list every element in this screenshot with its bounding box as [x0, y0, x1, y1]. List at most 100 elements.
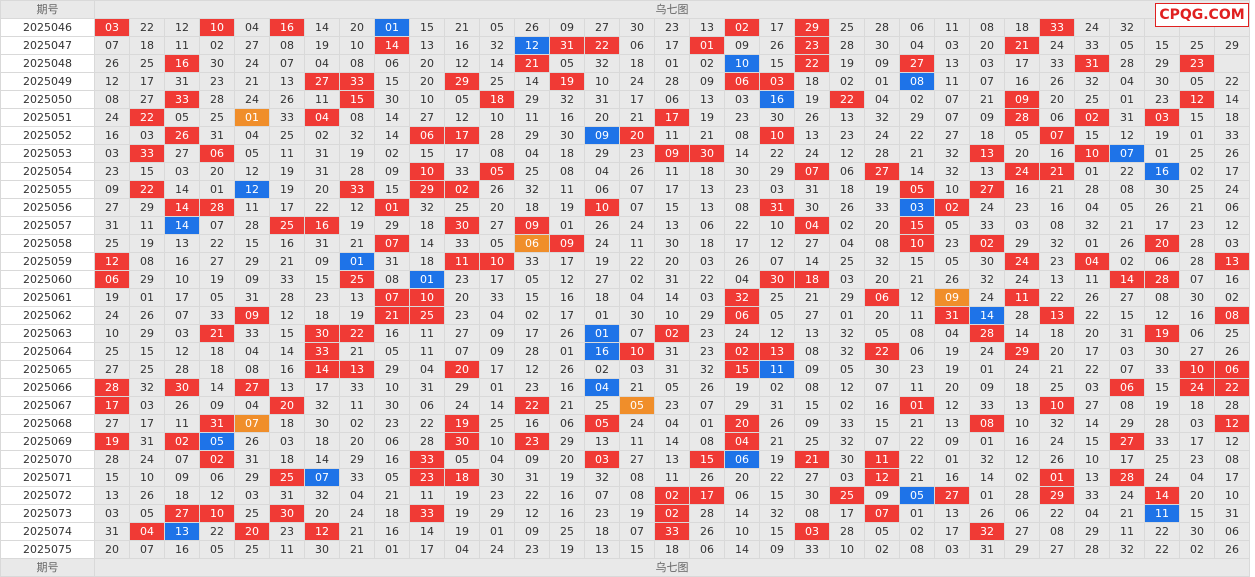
- number-cell: 02: [654, 504, 690, 523]
- number-cell: 11: [934, 72, 970, 91]
- number-cell: 21: [514, 54, 550, 73]
- number-cell: 25: [829, 486, 865, 505]
- number-cell: 02: [514, 306, 550, 325]
- number-cell: 06: [689, 540, 725, 559]
- number-cell: 17: [514, 324, 550, 343]
- number-cell: 17: [934, 522, 970, 541]
- number-cell: 24: [1214, 180, 1250, 199]
- number-cell: 07: [374, 288, 410, 307]
- number-cell: 30: [619, 18, 655, 37]
- number-cell: 33: [1144, 360, 1180, 379]
- number-cell: 32: [304, 486, 340, 505]
- number-cell: 19: [444, 504, 480, 523]
- table-row: 2025062 24 26 07 33 09 12 18 19 21 25 23 04 02 17 01 30 1…: [0, 306, 1250, 325]
- number-cell: 06: [409, 396, 445, 415]
- number-cell: 18: [374, 504, 410, 523]
- number-cell: 11: [1004, 288, 1040, 307]
- number-cell: 31: [654, 342, 690, 361]
- issue-number: 2025072: [0, 486, 95, 505]
- number-cell: 26: [164, 396, 200, 415]
- number-cell: 28: [1004, 306, 1040, 325]
- number-cell: 23: [94, 162, 130, 181]
- number-cell: 03: [94, 144, 130, 163]
- table-row: 2025057 31 11 14 07 28 25 16 19 29 18 30 27 09 01 26 24 1…: [0, 216, 1250, 235]
- number-cell: 12: [94, 72, 130, 91]
- number-cell: 26: [969, 504, 1005, 523]
- number-cell: 29: [444, 72, 480, 91]
- number-cell: 07: [1109, 144, 1145, 163]
- number-cell: 23: [934, 234, 970, 253]
- number-cell: 08: [339, 108, 375, 127]
- number-cell: 16: [444, 36, 480, 55]
- issue-number: 2025049: [0, 72, 95, 91]
- number-cell: 23: [304, 288, 340, 307]
- number-cell: 13: [794, 324, 830, 343]
- number-cell: 09: [724, 36, 760, 55]
- number-cell: 23: [689, 324, 725, 343]
- number-cell: 33: [339, 378, 375, 397]
- number-cell: 05: [199, 288, 235, 307]
- number-cell: 02: [829, 72, 865, 91]
- number-cell: 31: [409, 378, 445, 397]
- number-cell: 19: [829, 54, 865, 73]
- number-cell: 15: [619, 540, 655, 559]
- number-cell: 16: [1179, 306, 1215, 325]
- number-cell: 02: [759, 378, 795, 397]
- number-cell: 11: [619, 432, 655, 451]
- number-cell: 15: [724, 360, 760, 379]
- number-cell: 08: [619, 486, 655, 505]
- number-cell: 02: [724, 342, 760, 361]
- number-cell: 21: [1109, 216, 1145, 235]
- number-cell: 13: [1004, 396, 1040, 415]
- number-cell: 32: [1039, 234, 1075, 253]
- number-cell: 31: [549, 36, 585, 55]
- number-cell: 13: [934, 504, 970, 523]
- number-cell: 17: [549, 252, 585, 271]
- number-cell: 02: [199, 36, 235, 55]
- number-cell: 19: [724, 378, 760, 397]
- number-cell: 31: [654, 360, 690, 379]
- number-cell: 11: [549, 180, 585, 199]
- number-cell: 06: [549, 414, 585, 433]
- number-cell: 20: [549, 450, 585, 469]
- number-cell: 22: [1074, 360, 1110, 379]
- number-cell: 07: [969, 72, 1005, 91]
- number-cell: 30: [829, 450, 865, 469]
- number-cell: 33: [829, 414, 865, 433]
- number-cell: 26: [829, 198, 865, 217]
- number-cell: 01: [969, 486, 1005, 505]
- number-cell: 03: [584, 450, 620, 469]
- number-cell: 15: [759, 486, 795, 505]
- number-cell: 22: [1039, 504, 1075, 523]
- number-cell: 12: [1179, 90, 1215, 109]
- number-cell: 25: [549, 522, 585, 541]
- number-cell: 28: [199, 198, 235, 217]
- number-cell: 02: [829, 216, 865, 235]
- number-cell: 30: [794, 198, 830, 217]
- number-cell: 20: [409, 72, 445, 91]
- number-cell: 25: [269, 216, 305, 235]
- number-cell: 24: [339, 504, 375, 523]
- number-cell: 14: [1074, 414, 1110, 433]
- number-cell: 19: [549, 72, 585, 91]
- number-cell: 19: [129, 234, 165, 253]
- number-cell: 33: [479, 288, 515, 307]
- number-cell: 32: [479, 36, 515, 55]
- number-cell: 23: [1179, 450, 1215, 469]
- number-cell: 19: [444, 414, 480, 433]
- issue-number: 2025063: [0, 324, 95, 343]
- number-cell: 30: [549, 126, 585, 145]
- number-cell: 05: [479, 234, 515, 253]
- number-cell: 02: [1179, 162, 1215, 181]
- number-cell: 16: [269, 234, 305, 253]
- number-cell: 17: [94, 396, 130, 415]
- issue-number: 2025054: [0, 162, 95, 181]
- number-cell: 19: [339, 216, 375, 235]
- number-cell: 16: [269, 18, 305, 37]
- number-cell: 04: [584, 378, 620, 397]
- number-cell: 09: [374, 162, 410, 181]
- number-cell: 30: [1144, 180, 1180, 199]
- table-row: 2025060 06 29 10 19 09 33 15 25 08 01 23 17 05 12 27 02 3…: [0, 270, 1250, 289]
- issue-number: 2025066: [0, 378, 95, 397]
- number-cell: 31: [234, 450, 270, 469]
